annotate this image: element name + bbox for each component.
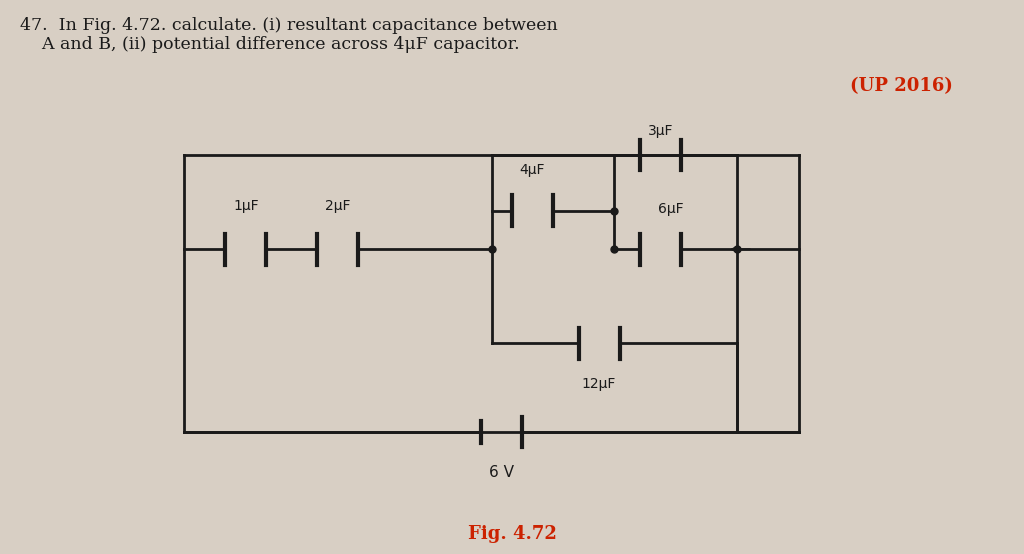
Text: 4μF: 4μF — [520, 163, 545, 177]
Text: Fig. 4.72: Fig. 4.72 — [468, 525, 556, 543]
Text: 47.  In Fig. 4.72. calculate. (i) resultant capacitance between
    A and B, (ii: 47. In Fig. 4.72. calculate. (i) resulta… — [20, 17, 558, 53]
Text: 6 V: 6 V — [489, 465, 514, 480]
Text: (UP 2016): (UP 2016) — [850, 78, 952, 95]
Text: 1μF: 1μF — [232, 199, 259, 213]
Text: 12μF: 12μF — [582, 377, 616, 391]
Text: 6μF: 6μF — [657, 202, 684, 216]
Text: 3μF: 3μF — [648, 125, 673, 138]
Text: 2μF: 2μF — [326, 199, 350, 213]
